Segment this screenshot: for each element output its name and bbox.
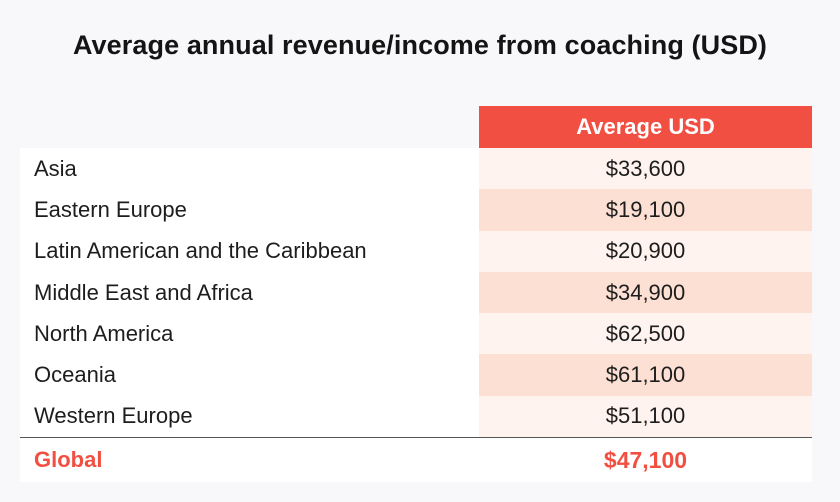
region-value: $19,100 (479, 189, 812, 231)
region-label: Eastern Europe (34, 196, 187, 222)
table-row: Western Europe $51,100 (20, 395, 812, 438)
table-row: Oceania $61,100 (20, 354, 812, 396)
revenue-table: Average USD Asia $33,600 Eastern Europe … (20, 106, 812, 483)
chart-title: Average annual revenue/income from coach… (72, 30, 768, 60)
region-value: $33,600 (479, 148, 812, 190)
table-body: Asia $33,600 Eastern Europe $19,100 Lati… (20, 148, 812, 438)
region-value: $20,900 (479, 230, 812, 272)
region-value: $62,500 (479, 313, 812, 355)
table-row: Eastern Europe $19,100 (20, 189, 812, 231)
region-label: Latin American and the Caribbean (34, 238, 367, 264)
header-spacer (20, 106, 479, 148)
table-row: Latin American and the Caribbean $20,900 (20, 230, 812, 272)
table-header-row: Average USD (20, 106, 812, 148)
total-value: $47,100 (603, 446, 688, 473)
region-label: Western Europe (34, 403, 193, 429)
region-value: $34,900 (479, 271, 812, 314)
table-row: North America $62,500 (20, 313, 812, 355)
region-label: North America (34, 320, 174, 346)
total-label: Global (34, 447, 103, 473)
region-value: $51,100 (479, 395, 812, 438)
column-header-average-usd: Average USD (479, 106, 812, 148)
region-value: $61,100 (479, 354, 812, 396)
region-label: Middle East and Africa (34, 279, 253, 305)
table-row: Asia $33,600 (20, 148, 812, 190)
region-label: Asia (34, 155, 77, 181)
total-row: Global $47,100 (20, 437, 812, 483)
region-label: Oceania (34, 362, 116, 388)
table-row: Middle East and Africa $34,900 (20, 271, 812, 314)
